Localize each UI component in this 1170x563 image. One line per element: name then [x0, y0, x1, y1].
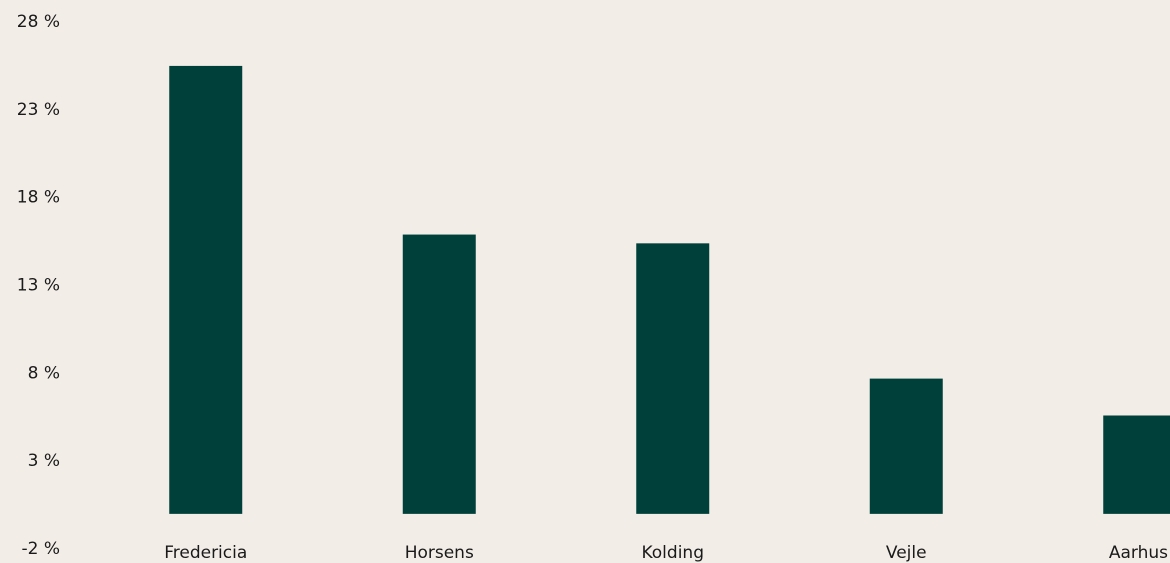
y-tick-label: 8 % [28, 363, 60, 383]
x-tick-label: Kolding [641, 543, 704, 563]
x-tick-label: Fredericia [164, 543, 247, 563]
y-tick-label: -2 % [21, 539, 60, 559]
bar [1103, 415, 1170, 514]
bar [636, 243, 710, 514]
x-tick-label: Aarhus [1109, 543, 1168, 563]
x-tick-label: Horsens [405, 543, 474, 563]
bar [869, 378, 943, 514]
bar [169, 65, 243, 514]
x-tick-label: Vejle [886, 543, 927, 563]
y-tick-label: 13 % [17, 276, 60, 296]
bar [402, 234, 476, 514]
y-tick-label: 28 % [17, 12, 60, 32]
y-tick-label: 18 % [17, 188, 60, 208]
y-tick-label: 3 % [28, 451, 60, 471]
y-tick-label: 23 % [17, 100, 60, 120]
